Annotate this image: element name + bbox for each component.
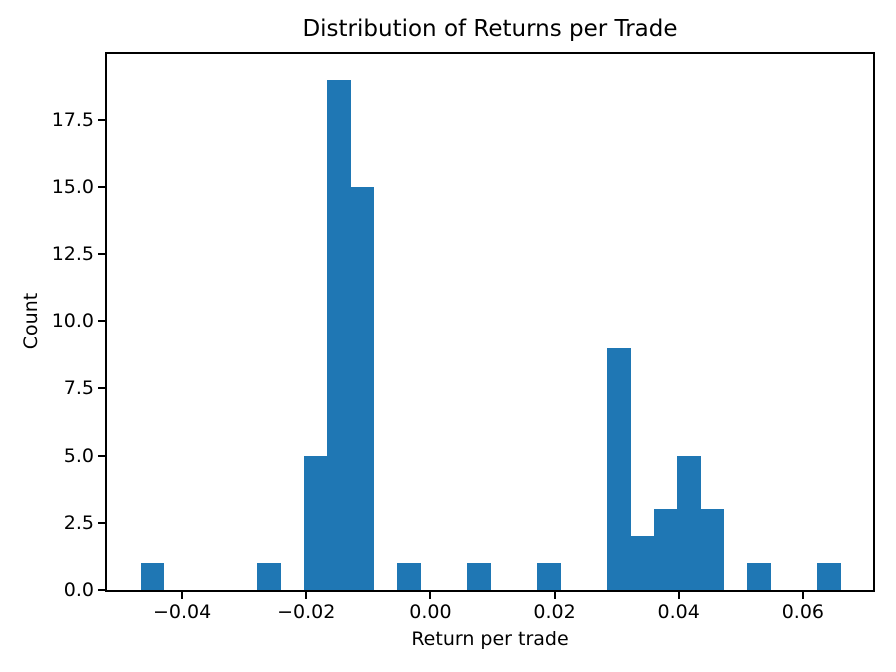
y-tick-mark — [98, 185, 105, 188]
y-tick-mark — [98, 118, 105, 121]
histogram-bar — [397, 563, 421, 590]
y-tick-mark — [98, 589, 105, 591]
histogram-bar — [257, 563, 281, 590]
y-axis-label: Count — [20, 292, 42, 350]
histogram-bar — [654, 509, 678, 590]
histogram-bar — [677, 455, 701, 590]
histogram-bar — [630, 536, 654, 590]
y-tick-label: 2.5 — [63, 511, 94, 534]
x-tick-mark — [553, 592, 556, 599]
histogram-bar — [303, 455, 328, 590]
y-tick-label: 0.0 — [63, 579, 94, 601]
y-tick-mark — [98, 387, 105, 390]
y-tick-mark — [98, 521, 105, 524]
histogram-bar — [700, 509, 724, 590]
x-tick-mark — [801, 592, 804, 599]
histogram-bar — [537, 563, 561, 590]
histogram-bar — [747, 563, 771, 590]
x-tick-mark — [305, 592, 308, 599]
histogram-bar — [350, 187, 374, 590]
y-tick-label: 5.0 — [63, 444, 94, 467]
histogram-bar — [817, 563, 841, 590]
y-tick-label: 10.0 — [51, 310, 94, 333]
y-tick-mark — [98, 253, 105, 256]
plot-area: −0.04 −0.02 0.00 0.02 0.04 0.06 0.0 2.5 5.0 7.5 10… — [52, 52, 875, 623]
x-tick-label: 0.04 — [657, 601, 700, 623]
x-tick-label: −0.02 — [277, 601, 336, 623]
y-tick-label: 15.0 — [51, 175, 94, 198]
x-tick-label: 0.06 — [781, 601, 824, 623]
x-tick-label: 0.02 — [533, 601, 576, 623]
y-tick-mark — [98, 454, 105, 457]
histogram-bar — [327, 79, 351, 590]
y-tick-label: 12.5 — [51, 243, 94, 266]
x-tick-mark — [429, 592, 432, 599]
x-axis-label: Return per trade — [411, 628, 569, 650]
x-tick-mark — [181, 592, 184, 599]
y-tick-label: 17.5 — [51, 108, 94, 131]
x-tick-label: 0.00 — [409, 601, 452, 623]
x-tick-label: −0.04 — [152, 601, 212, 623]
chart-title: Distribution of Returns per Trade — [302, 16, 678, 42]
x-tick-mark — [677, 592, 680, 599]
histogram-bar — [607, 348, 631, 590]
histogram-bar — [467, 563, 491, 590]
y-tick-mark — [98, 320, 105, 323]
y-tick-label: 7.5 — [63, 377, 94, 400]
histogram-bar — [140, 563, 164, 590]
